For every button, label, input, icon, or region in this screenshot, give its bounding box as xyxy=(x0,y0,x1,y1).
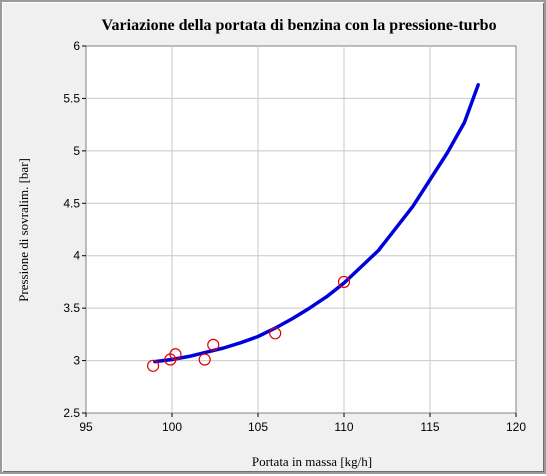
data-point-marker xyxy=(207,338,220,351)
y-tick-label: 6 xyxy=(73,39,80,53)
x-axis-label: Portata in massa [kg/h] xyxy=(252,454,372,469)
data-point-marker xyxy=(146,359,160,372)
y-axis-label: Pressione di sovralim. [bar] xyxy=(16,158,31,302)
fit-curve-line xyxy=(153,83,480,364)
x-tick-label: 95 xyxy=(79,420,93,434)
x-tick-label: 105 xyxy=(248,420,268,434)
y-tick-label: 2.5 xyxy=(63,406,80,420)
data-point-marker xyxy=(269,327,282,340)
x-axis-ticks: 95 100 105 110 115 120 xyxy=(79,413,526,434)
data-point-marker xyxy=(169,348,182,361)
grid xyxy=(86,46,516,413)
y-tick-label: 3 xyxy=(73,354,80,368)
data-point-marker xyxy=(337,275,351,289)
x-tick-label: 120 xyxy=(506,420,526,434)
plot-area xyxy=(85,45,517,414)
y-tick-label: 5.5 xyxy=(63,91,80,105)
x-tick-label: 115 xyxy=(420,420,439,434)
y-axis-ticks: 2.5 3 3.5 4 4.5 5 5.5 6 xyxy=(63,39,86,420)
y-tick-label: 3.5 xyxy=(63,301,80,315)
y-tick-label: 5 xyxy=(73,144,80,158)
y-tick-label: 4 xyxy=(73,249,80,263)
data-point-marker xyxy=(198,353,211,366)
x-tick-label: 100 xyxy=(162,420,182,434)
y-tick-label: 4.5 xyxy=(63,196,80,210)
x-tick-label: 110 xyxy=(334,420,353,434)
series-layer xyxy=(146,83,480,372)
chart-title: Variazione della portata di benzina con … xyxy=(101,17,496,34)
